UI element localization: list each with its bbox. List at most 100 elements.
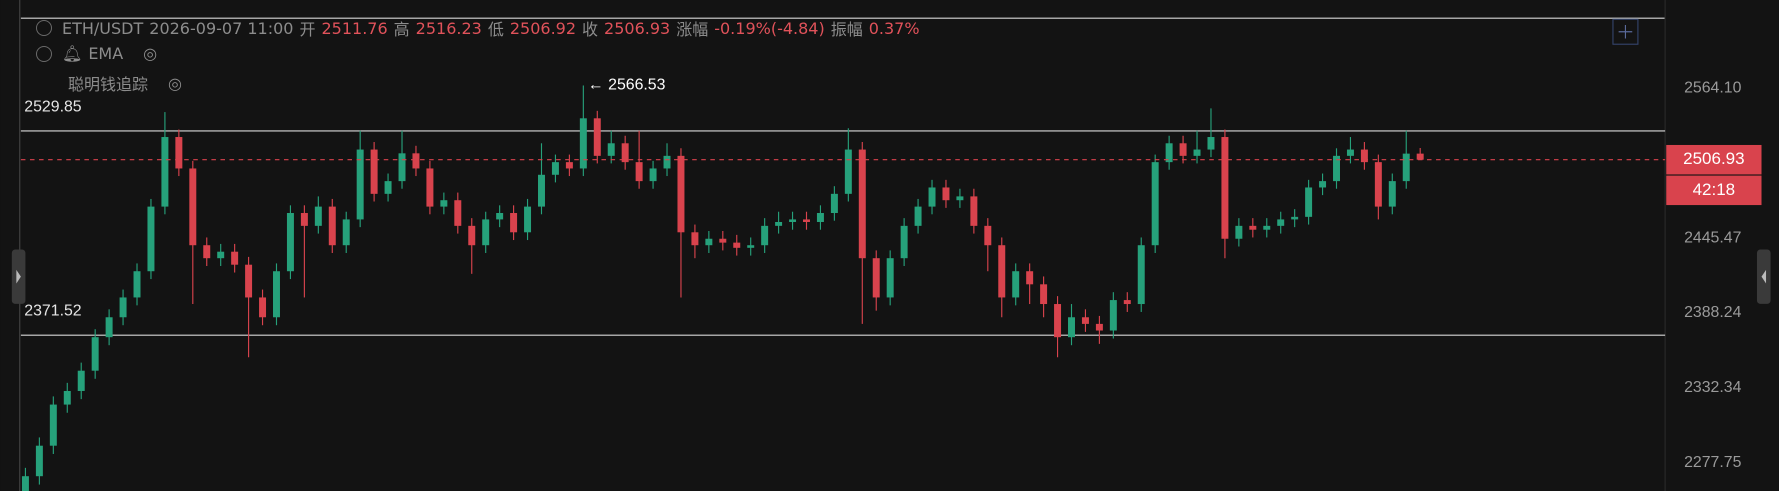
candle-body — [286, 213, 294, 272]
candle-body — [273, 271, 280, 318]
candle-body — [1165, 143, 1173, 163]
candle-body — [119, 297, 127, 318]
label: 收 — [582, 20, 599, 39]
candle-body — [1109, 300, 1117, 331]
candle-body — [356, 149, 364, 220]
fullscreen-button[interactable] — [1612, 18, 1639, 45]
candle-body — [984, 225, 992, 246]
y-tick-label: 2445.47 — [1684, 229, 1742, 246]
candle-body — [105, 317, 113, 338]
alert-icon[interactable]: 🔔︎ — [62, 44, 83, 63]
candle-body — [1026, 271, 1034, 285]
candle-body — [314, 206, 322, 226]
symbol: ETH/USDT — [62, 18, 144, 38]
candle-body — [872, 258, 880, 298]
y-tick-label: 2564.10 — [1684, 80, 1742, 97]
right-handle-arrow — [1761, 269, 1767, 284]
fullscreen-icon — [1618, 24, 1633, 39]
candle-body — [956, 196, 964, 201]
high-annotation: ← 2566.53 — [588, 77, 666, 94]
candle-body — [384, 181, 392, 194]
candle-body — [412, 153, 420, 169]
candle-body — [747, 245, 755, 248]
candle-body — [1305, 187, 1313, 217]
candle-body — [1263, 225, 1271, 230]
candle-body — [649, 168, 657, 182]
candle-body — [49, 404, 57, 446]
candle-body — [733, 242, 741, 248]
label: 振幅 — [830, 20, 863, 39]
amplitude: 0.37% — [868, 18, 920, 38]
candle-body — [482, 219, 490, 246]
candle-body — [189, 168, 197, 246]
indicator-row: 🔔︎ EMA ◎ — [36, 44, 157, 63]
high-value: 2566.53 — [608, 77, 666, 94]
indicator[interactable]: 聪明钱追踪 — [68, 75, 149, 94]
candle-body — [510, 213, 518, 233]
candle-body — [1081, 317, 1089, 324]
candle-body — [1360, 149, 1368, 163]
candle-body — [440, 200, 448, 207]
indicator-row: 聪明钱追踪 ◎ — [68, 71, 182, 95]
candle-body — [942, 187, 950, 201]
candle-body — [998, 245, 1006, 298]
ohlc-legend: ETH/USDT 2026-09-07 11:00 开 2511.76 高 2516… — [36, 16, 920, 40]
collapse-icon[interactable] — [36, 45, 52, 62]
candle-body — [775, 221, 783, 226]
candle-body — [914, 206, 922, 226]
candle-body — [524, 206, 532, 233]
label: 开 — [299, 20, 316, 39]
candle-body — [1193, 149, 1201, 156]
price-tag — [1666, 144, 1762, 175]
candle-body — [1151, 162, 1159, 246]
candle-body — [928, 187, 936, 207]
candle-body — [454, 200, 462, 226]
candle-body — [1277, 219, 1285, 226]
indicator[interactable]: EMA — [88, 44, 124, 63]
candle-body — [593, 118, 601, 156]
label: 涨幅 — [676, 20, 709, 39]
candle-body — [1123, 300, 1131, 305]
candle-body — [496, 213, 504, 220]
candle-body — [677, 155, 685, 233]
candle-body — [1319, 181, 1327, 188]
candle-body — [1235, 225, 1243, 239]
candle-body — [1402, 153, 1410, 182]
candle-body — [1012, 271, 1020, 298]
candle-body — [761, 225, 769, 246]
candle-body — [1416, 153, 1424, 160]
candle-body — [468, 225, 476, 246]
candle-body — [175, 137, 183, 169]
candle-body — [245, 264, 253, 298]
high: 2516.23 — [415, 18, 482, 38]
candle-body — [789, 219, 797, 222]
candle-body — [370, 149, 378, 194]
candle-body — [1068, 317, 1075, 338]
candle-body — [133, 271, 141, 298]
candle-body — [1054, 304, 1062, 338]
visibility-icon[interactable]: ◎ — [143, 44, 158, 63]
candle-body — [77, 370, 85, 391]
candle-body — [551, 162, 559, 175]
candle-body — [1221, 137, 1229, 239]
candle-body — [217, 251, 225, 259]
arrow: ← — [588, 77, 608, 94]
candle-body — [538, 174, 545, 207]
label: 低 — [487, 20, 504, 39]
candle-body — [579, 118, 587, 169]
candle-body — [398, 153, 406, 182]
candle-body — [844, 149, 852, 194]
level-label: 2371.52 — [24, 303, 82, 320]
visibility-icon[interactable]: ◎ — [168, 73, 182, 93]
candle-body — [691, 232, 699, 246]
candle-body — [91, 337, 99, 371]
candle-body — [621, 143, 629, 163]
collapse-icon[interactable] — [36, 20, 52, 36]
candle-body — [1179, 143, 1187, 156]
candle-body — [607, 143, 615, 156]
candle-body — [300, 213, 308, 226]
candle-body — [858, 149, 866, 259]
